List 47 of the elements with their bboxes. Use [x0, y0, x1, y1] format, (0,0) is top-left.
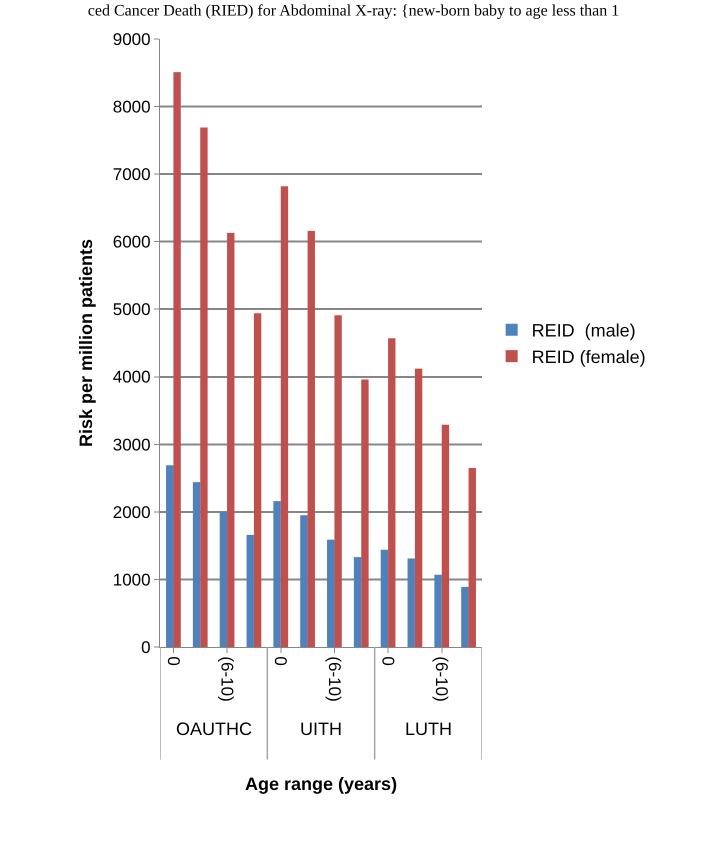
legend-label: REID (male) [532, 320, 636, 341]
y-axis-title: Risk per million patients [76, 238, 96, 448]
bar [442, 424, 450, 647]
y-tick-label: 7000 [112, 165, 151, 184]
y-tick-label: 6000 [112, 232, 151, 252]
bar [354, 557, 362, 647]
x-axis-title: Age range (years) [245, 774, 398, 794]
bar [334, 315, 342, 647]
bar [200, 128, 208, 647]
bar [173, 72, 181, 647]
bar [434, 574, 442, 647]
bar [300, 515, 308, 647]
bar [327, 540, 334, 647]
x-tick-label: 0 [378, 656, 398, 666]
y-tick-label: 9000 [112, 30, 151, 49]
bar [220, 512, 228, 647]
text: LUTH [405, 719, 452, 739]
bar [192, 482, 200, 647]
y-tick-label: 8000 [112, 98, 151, 117]
bar [414, 368, 422, 647]
x-tick-label: (6-10) [432, 656, 452, 702]
bar [380, 550, 388, 647]
x-tick-label: (6-10) [218, 656, 237, 702]
y-tick-label: 4000 [112, 368, 151, 387]
x-tick-label: 0 [164, 656, 183, 666]
bar [246, 534, 254, 647]
text: OAUTHC [176, 719, 252, 739]
bar [308, 230, 315, 647]
legend-label: REID (female) [532, 347, 646, 368]
text: UITH [300, 719, 342, 739]
bar [361, 379, 369, 647]
y-tick-label: 5000 [112, 300, 151, 320]
x-tick-label: (6-10) [324, 656, 344, 702]
bar [273, 501, 281, 647]
y-tick-label: 3000 [112, 435, 151, 454]
bar [468, 468, 476, 647]
bar [461, 586, 469, 647]
bar [280, 186, 288, 647]
chart-title: ced Cancer Death (RIED) for Abdominal X-ray: {new-born baby to age less than 1 [88, 2, 620, 20]
bar [388, 338, 396, 647]
x-tick-label: 0 [271, 656, 290, 666]
bar [408, 558, 415, 647]
y-tick-label: 2000 [112, 502, 151, 522]
bar [254, 313, 262, 647]
bar [227, 232, 234, 647]
y-tick-label: 1000 [112, 570, 151, 590]
bar [166, 465, 174, 647]
